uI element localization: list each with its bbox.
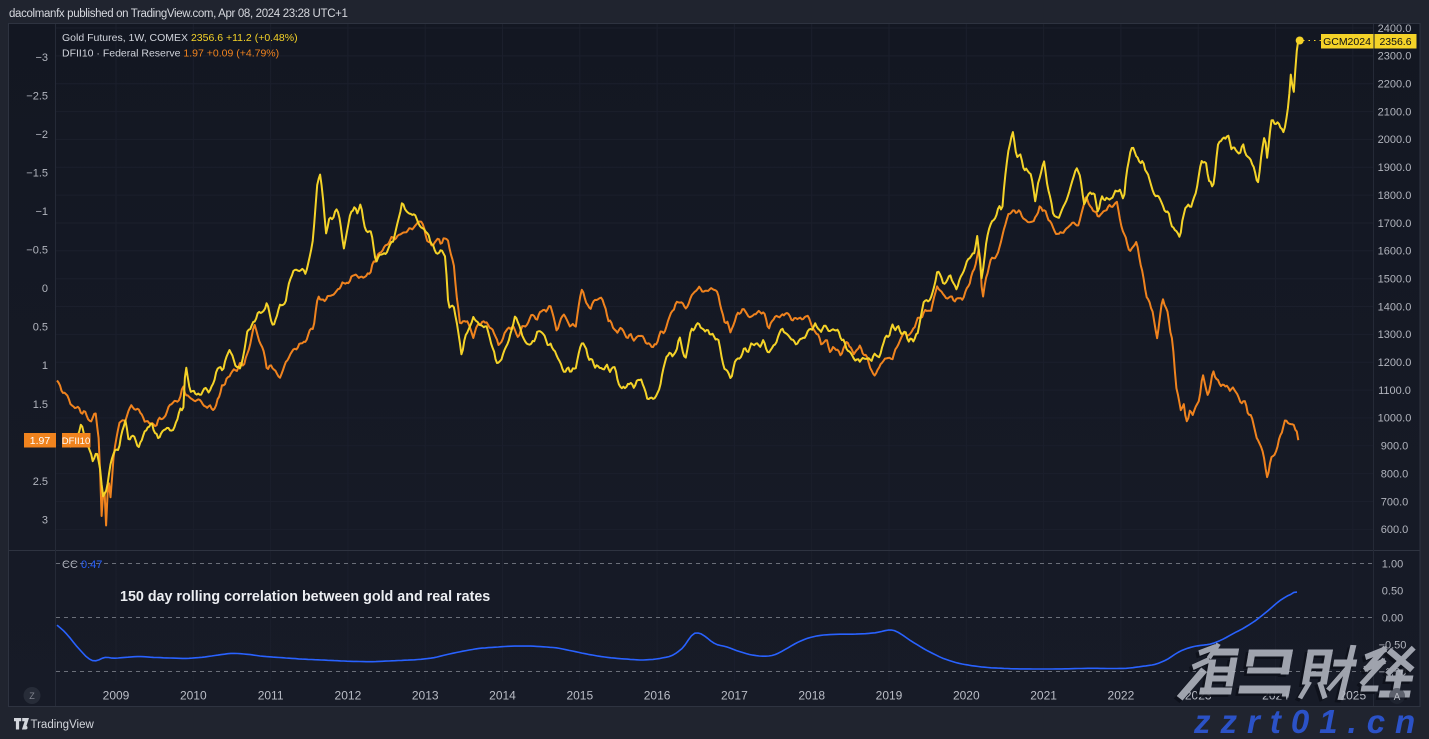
svg-text:2200.0: 2200.0 [1378, 79, 1412, 91]
svg-text:1600.0: 1600.0 [1378, 246, 1412, 258]
svg-text:2018: 2018 [798, 689, 825, 703]
svg-text:3: 3 [42, 514, 48, 526]
svg-text:1300.0: 1300.0 [1378, 329, 1412, 341]
svg-text:2021: 2021 [1030, 689, 1057, 703]
svg-text:Gold Futures, 1W, COMEX 2356.6: Gold Futures, 1W, COMEX 2356.6 +11.2 (+0… [62, 32, 298, 44]
svg-text:A: A [1394, 692, 1401, 703]
svg-text:Z: Z [29, 691, 35, 701]
svg-text:700.0: 700.0 [1381, 496, 1409, 508]
svg-text:2356.6: 2356.6 [1379, 36, 1411, 48]
svg-text:2015: 2015 [566, 689, 593, 703]
svg-text:0.5: 0.5 [33, 322, 48, 334]
svg-text:1900.0: 1900.0 [1378, 162, 1412, 174]
svg-text:−1.5: −1.5 [26, 167, 48, 179]
svg-text:2022: 2022 [1108, 689, 1135, 703]
svg-text:1.00: 1.00 [1382, 558, 1403, 570]
svg-text:TradingView: TradingView [31, 719, 95, 731]
svg-text:−0.5: −0.5 [26, 245, 48, 257]
svg-text:dacolmanfx published on Tradin: dacolmanfx published on TradingView.com,… [9, 8, 348, 20]
svg-text:600.0: 600.0 [1381, 524, 1409, 536]
svg-text:1000.0: 1000.0 [1378, 413, 1412, 425]
svg-text:1700.0: 1700.0 [1378, 218, 1412, 230]
svg-text:1800.0: 1800.0 [1378, 190, 1412, 202]
svg-text:2010: 2010 [180, 689, 207, 703]
svg-text:2017: 2017 [721, 689, 748, 703]
svg-text:2300.0: 2300.0 [1378, 51, 1412, 63]
svg-text:1.5: 1.5 [33, 399, 48, 411]
svg-text:−2.5: −2.5 [26, 90, 48, 102]
svg-text:−2: −2 [35, 129, 48, 141]
svg-text:1400.0: 1400.0 [1378, 301, 1412, 313]
svg-text:1200.0: 1200.0 [1378, 357, 1412, 369]
svg-text:DFII10 · Federal Reserve 1.97: DFII10 · Federal Reserve 1.97 +0.09 (+4.… [62, 48, 279, 60]
svg-text:2014: 2014 [489, 689, 516, 703]
svg-text:2000.0: 2000.0 [1378, 134, 1412, 146]
svg-text:2013: 2013 [412, 689, 439, 703]
svg-text:2.5: 2.5 [33, 476, 48, 488]
svg-text:1.97: 1.97 [30, 435, 51, 447]
svg-text:GCM2024: GCM2024 [1323, 36, 1371, 48]
svg-text:1500.0: 1500.0 [1378, 274, 1412, 286]
svg-text:CC 0.47: CC 0.47 [62, 559, 102, 571]
svg-text:2019: 2019 [876, 689, 903, 703]
svg-text:zzrt01.cn: zzrt01.cn [1193, 703, 1425, 739]
svg-text:0: 0 [42, 283, 48, 295]
svg-text:−3: −3 [35, 52, 48, 64]
svg-text:1100.0: 1100.0 [1378, 385, 1411, 397]
svg-text:2100.0: 2100.0 [1378, 106, 1412, 118]
svg-text:2400.0: 2400.0 [1378, 23, 1412, 35]
svg-text:0.50: 0.50 [1382, 585, 1403, 597]
svg-text:2009: 2009 [103, 689, 130, 703]
svg-text:0.00: 0.00 [1382, 612, 1403, 624]
svg-text:1: 1 [42, 360, 48, 372]
svg-text:2020: 2020 [953, 689, 980, 703]
svg-text:150 day rolling correlation be: 150 day rolling correlation between gold… [120, 589, 490, 605]
svg-text:−1: −1 [35, 206, 48, 218]
svg-text:2012: 2012 [335, 689, 362, 703]
svg-text:800.0: 800.0 [1381, 468, 1409, 480]
svg-text:900.0: 900.0 [1381, 441, 1409, 453]
svg-text:2016: 2016 [644, 689, 671, 703]
svg-text:2011: 2011 [258, 689, 284, 703]
svg-text:DFII10: DFII10 [62, 436, 91, 447]
